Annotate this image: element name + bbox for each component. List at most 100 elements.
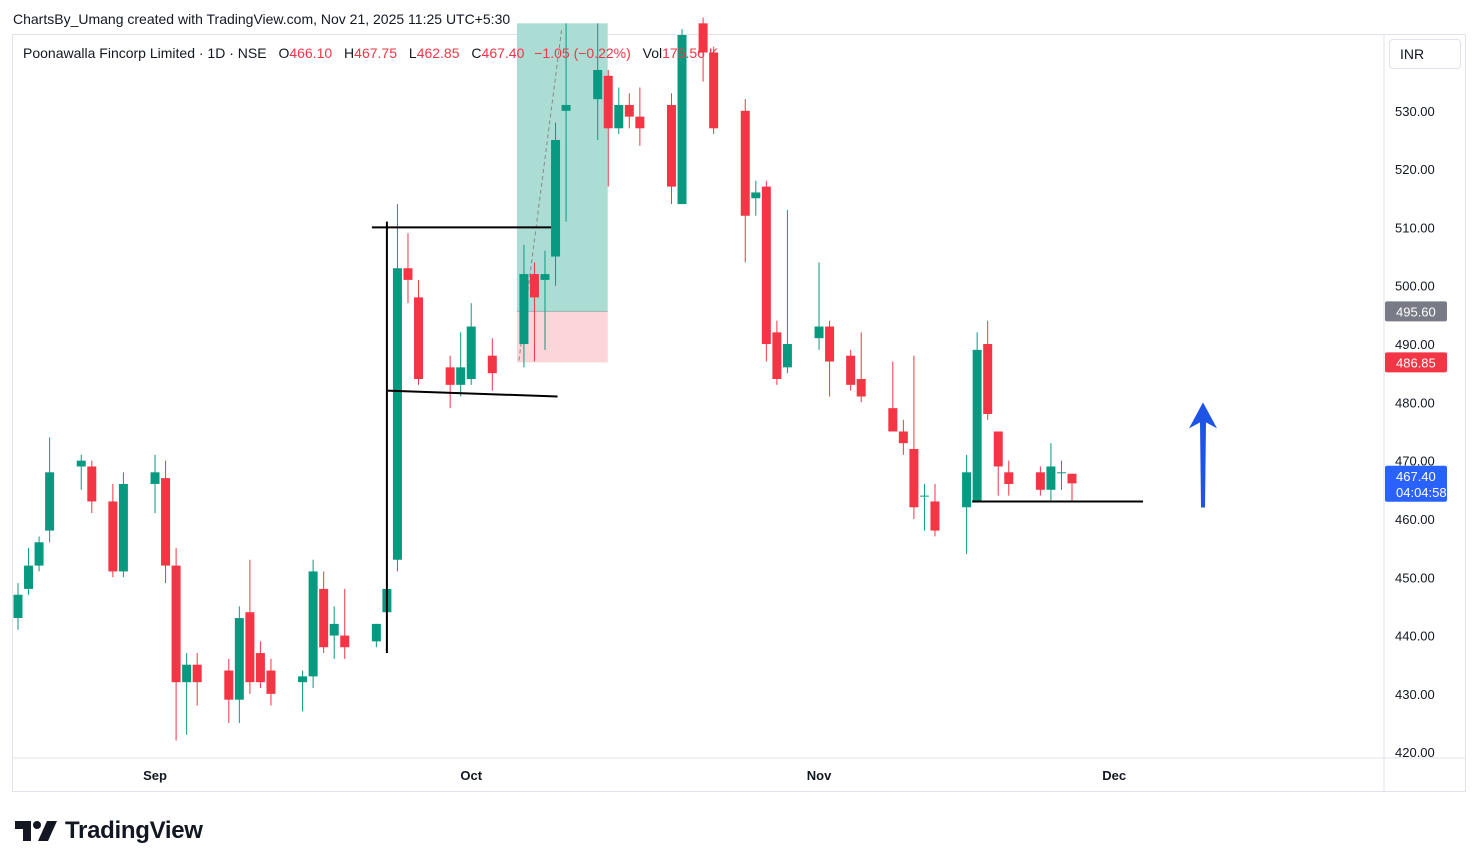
candle-body: [245, 612, 255, 683]
candle: [993, 431, 1003, 496]
candle-body: [414, 297, 424, 380]
target-zone: [516, 23, 608, 312]
candle: [1046, 443, 1056, 502]
support-line-september: [386, 389, 558, 398]
candle-body: [856, 379, 866, 397]
candle: [414, 279, 424, 385]
candle: [298, 670, 308, 712]
candle: [487, 338, 497, 391]
candle: [161, 460, 171, 584]
candle-body: [740, 110, 750, 216]
y-tick-label: 480.00: [1395, 395, 1435, 410]
candle: [13, 583, 23, 630]
y-tick-label: 430.00: [1395, 687, 1435, 702]
x-tick-label: Nov: [807, 768, 832, 783]
price-badge-countdown: 04:04:58: [1396, 485, 1447, 500]
candle-body: [161, 478, 171, 566]
symbol-title[interactable]: Poonawalla Fincorp Limited · 1D · NSE: [23, 45, 267, 61]
candle: [34, 536, 44, 572]
price-badge-blue: [1385, 465, 1447, 502]
candle: [466, 303, 476, 385]
candle-body: [1056, 472, 1066, 474]
candle: [319, 571, 329, 654]
y-tick-label: 520.00: [1395, 162, 1435, 177]
close-label: C: [471, 45, 482, 61]
candle: [962, 454, 972, 554]
candle-body: [593, 69, 603, 100]
candle: [635, 87, 645, 146]
candle: [888, 361, 898, 432]
tradingview-logo-icon: [15, 821, 57, 841]
x-tick-label: Oct: [460, 768, 482, 783]
candle-body: [266, 670, 276, 694]
candle: [930, 483, 940, 537]
candle-body: [909, 448, 919, 508]
candle: [919, 483, 929, 531]
candle-body: [540, 274, 550, 280]
candle: [224, 658, 234, 724]
candle-body: [898, 431, 908, 444]
candle: [603, 69, 613, 187]
annotations-layer: [371, 221, 1217, 654]
candle: [108, 483, 118, 578]
low-value: 462.85: [416, 45, 460, 61]
candle-body: [614, 104, 624, 129]
symbol-legend[interactable]: Poonawalla Fincorp Limited · 1D · NSE O4…: [23, 45, 718, 61]
candle: [308, 559, 318, 689]
candle-body: [224, 670, 234, 700]
candle: [846, 349, 856, 391]
currency-selector[interactable]: INR: [1389, 39, 1461, 69]
candle: [761, 180, 771, 362]
candle: [171, 548, 181, 741]
candle-body: [772, 332, 782, 380]
candle-body: [846, 355, 856, 385]
change-value: −1.05 (−0.22%): [534, 45, 631, 61]
candle: [456, 332, 466, 397]
candle-body: [751, 192, 761, 199]
candle-body: [624, 104, 634, 117]
open-value: 466.10: [289, 45, 333, 61]
candle-body: [87, 466, 97, 502]
candle-body: [466, 326, 476, 380]
volume-value: 175.56 K: [662, 45, 719, 61]
candle: [392, 204, 402, 572]
position-box-layer: [516, 23, 608, 363]
tradingview-brand[interactable]: TradingView: [15, 815, 203, 847]
up-arrow-icon: [1189, 402, 1217, 508]
high-value: 467.75: [354, 45, 397, 61]
candle: [529, 262, 539, 362]
candle: [87, 460, 97, 514]
candle: [150, 454, 160, 514]
low-label: L: [408, 45, 417, 61]
candle: [677, 29, 687, 205]
candle-body: [108, 501, 118, 572]
candle: [983, 320, 993, 420]
y-tick-label: 470.00: [1395, 454, 1435, 469]
candle-body: [1046, 466, 1056, 490]
tradingview-wordmark: TradingView: [65, 817, 203, 844]
candle-body: [255, 653, 265, 683]
candle-body: [392, 268, 402, 560]
candle-body: [371, 623, 381, 642]
candle-body: [972, 349, 982, 502]
candle-body: [308, 571, 318, 677]
candle: [614, 87, 624, 135]
volume-label: Vol: [642, 45, 663, 61]
candle-body: [1004, 472, 1014, 484]
candle-body: [983, 344, 993, 414]
chart-frame[interactable]: [12, 34, 1466, 792]
candle: [782, 209, 792, 374]
price-badge-gray: [1385, 301, 1447, 322]
candle-body: [561, 104, 571, 111]
candle: [909, 355, 919, 519]
candle-body: [298, 676, 308, 683]
candle-body: [814, 326, 824, 339]
stop-zone: [516, 311, 608, 363]
candle-body: [962, 472, 972, 508]
x-tick-label: Sep: [143, 768, 167, 783]
candle: [972, 332, 982, 502]
candle: [340, 588, 350, 659]
candle-body: [456, 367, 466, 385]
